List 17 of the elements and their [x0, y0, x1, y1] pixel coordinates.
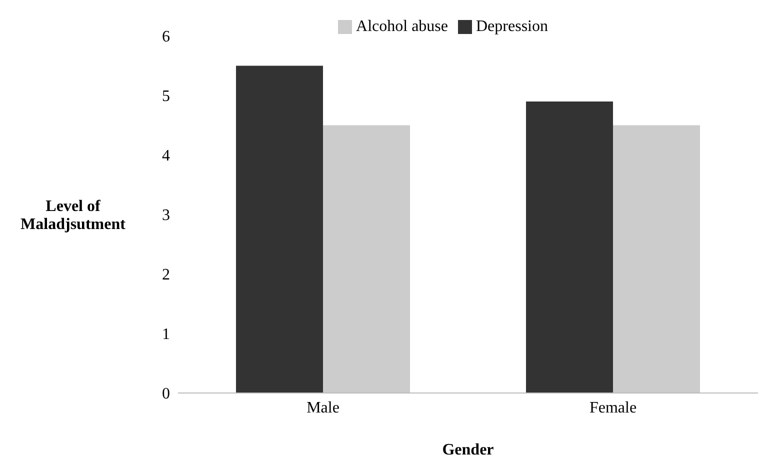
bar	[323, 125, 410, 393]
legend-label: Alcohol abuse	[356, 18, 448, 35]
y-tick-label: 6	[162, 28, 170, 46]
y-tick-label: 1	[162, 326, 170, 344]
legend-label: Depression	[476, 18, 548, 35]
bar	[613, 125, 700, 393]
y-tick-label: 0	[162, 386, 170, 403]
x-tick-label: Female	[589, 399, 637, 416]
y-tick-label: 4	[162, 148, 170, 165]
bar	[526, 101, 613, 393]
x-tick-label: Male	[306, 399, 340, 416]
y-axis-title: Level of Maladjsutment	[20, 198, 126, 234]
bar	[236, 66, 323, 393]
y-tick-label: 3	[162, 207, 170, 224]
x-axis-title: Gender	[442, 441, 494, 458]
y-tick-label: 2	[162, 266, 170, 284]
y-tick-label: 5	[162, 88, 170, 106]
